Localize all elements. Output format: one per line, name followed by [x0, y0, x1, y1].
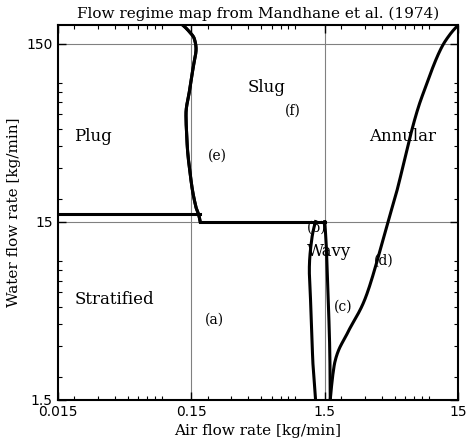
- Text: (e): (e): [208, 149, 227, 163]
- Text: (c): (c): [334, 299, 352, 314]
- Y-axis label: Water flow rate [kg/min]: Water flow rate [kg/min]: [7, 118, 21, 307]
- Text: (b): (b): [307, 221, 327, 235]
- Text: Stratified: Stratified: [74, 291, 154, 307]
- Text: Wavy: Wavy: [307, 243, 351, 260]
- X-axis label: Air flow rate [kg/min]: Air flow rate [kg/min]: [174, 424, 341, 438]
- Text: (a): (a): [205, 313, 224, 327]
- Text: Plug: Plug: [74, 128, 112, 145]
- Title: Flow regime map from Mandhane et al. (1974): Flow regime map from Mandhane et al. (19…: [77, 7, 439, 21]
- Text: (f): (f): [284, 104, 301, 117]
- Text: (d): (d): [374, 254, 393, 268]
- Text: Slug: Slug: [248, 79, 286, 96]
- Text: Annular: Annular: [369, 128, 436, 145]
